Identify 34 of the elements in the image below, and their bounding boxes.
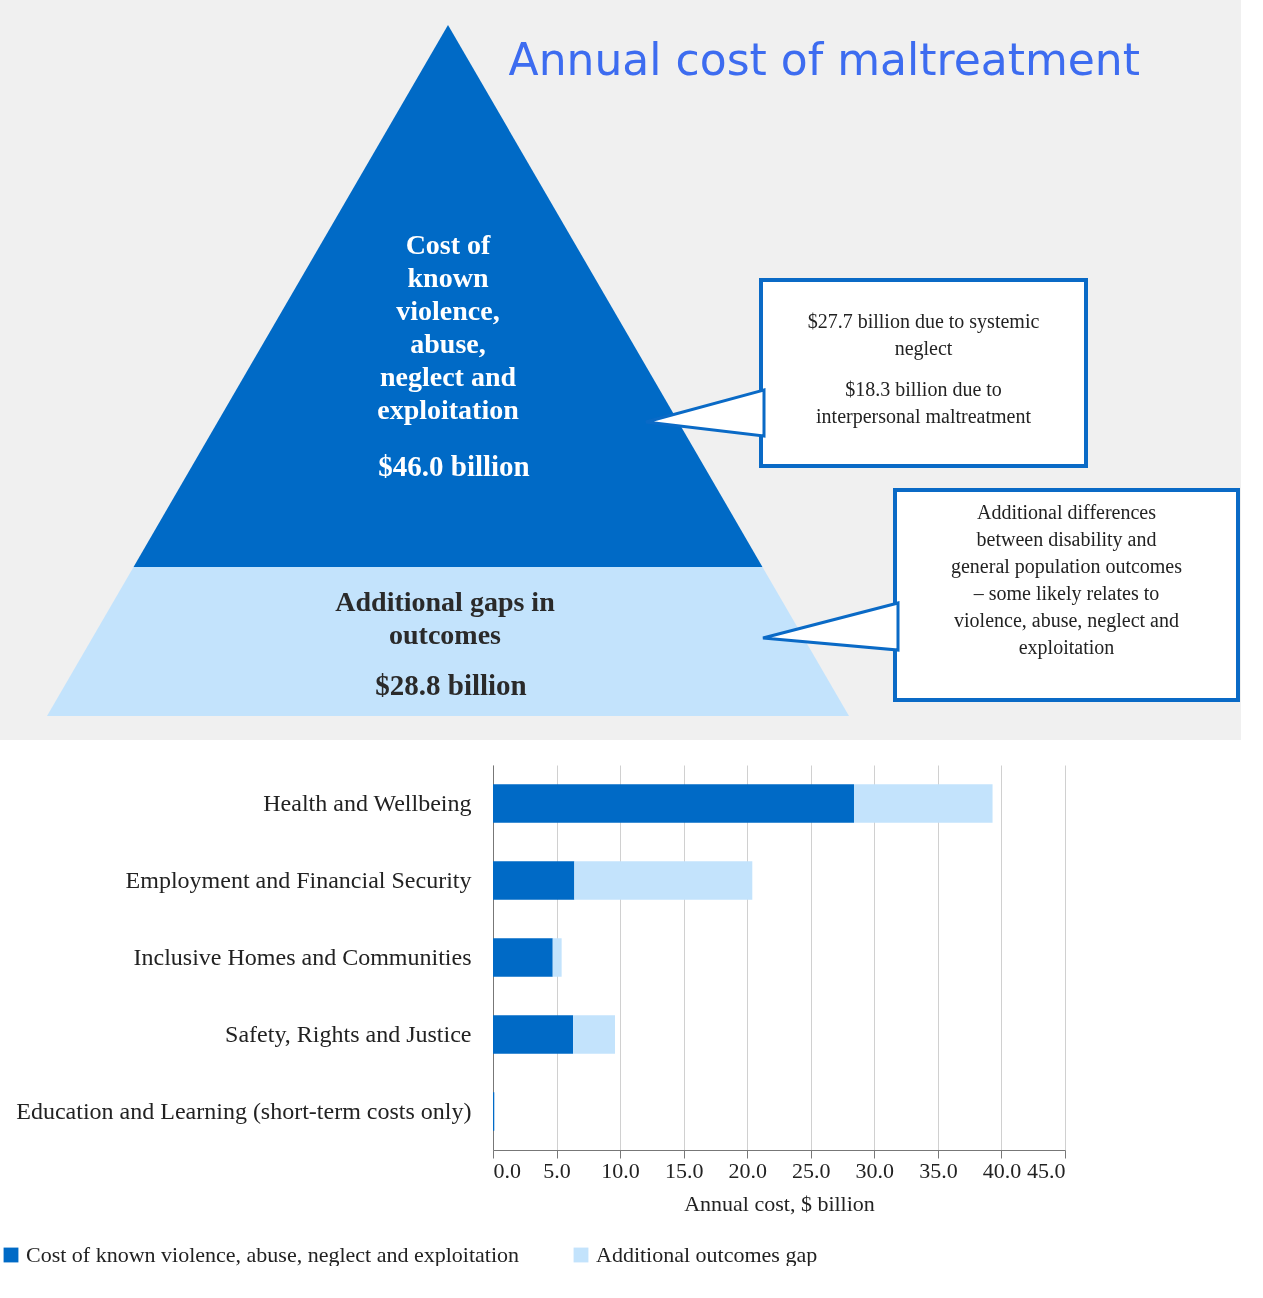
x-axis-title: Annual cost, $ billion	[684, 1190, 875, 1216]
bar	[493, 784, 854, 823]
x-tick-label: 20.0	[728, 1157, 767, 1183]
text: Additional differences between disability and general population outcomes – some likely relates to violence, abuse, neglect and exploitation	[950, 501, 1183, 659]
data-label: $46.0 billion	[378, 449, 530, 482]
data-label: $28.8 billion	[375, 669, 527, 702]
x-tick-label: 25.0	[792, 1157, 831, 1183]
text: Annual cost of maltreatment	[508, 34, 1140, 85]
text: $27.7 billion due to systemic neglect	[807, 310, 1040, 360]
legend-label: Additional outcomes gap	[596, 1242, 818, 1267]
x-tick-label: 0.0	[493, 1157, 521, 1183]
y-tick-label: Inclusive Homes and Communities	[133, 943, 472, 970]
bar	[854, 784, 993, 823]
y-tick-label: Health and Wellbeing	[263, 789, 472, 816]
x-tick-label: 15.0	[664, 1157, 704, 1183]
bar	[493, 938, 553, 977]
y-tick-label: Employment and Financial Security	[125, 866, 472, 893]
category-label: Cost of known violence, abuse, neglect and exploitation	[377, 229, 520, 425]
bar	[493, 1015, 574, 1054]
y-tick-label: Education and Learning (short-term costs only)	[16, 1097, 472, 1124]
legend-label: Cost of known violence, abuse, neglect and exploitation	[26, 1242, 520, 1267]
category-label: Additional gaps in outcomes	[335, 585, 556, 650]
bar	[552, 938, 562, 977]
bar	[493, 861, 575, 900]
x-tick-label: 10.0	[601, 1157, 640, 1183]
bar	[574, 861, 753, 900]
x-tick-label: 5.0	[543, 1157, 571, 1183]
y-tick-label: Safety, Rights and Justice	[225, 1020, 472, 1047]
x-tick-label: 40.0	[982, 1157, 1022, 1183]
bar	[573, 1015, 616, 1054]
text: $18.3 billion due to interpersonal maltreatment	[816, 378, 1032, 428]
x-tick-label: 35.0	[919, 1157, 958, 1183]
x-tick-label: 30.0	[855, 1157, 895, 1183]
x-tick-label: 45.0	[1027, 1157, 1066, 1183]
